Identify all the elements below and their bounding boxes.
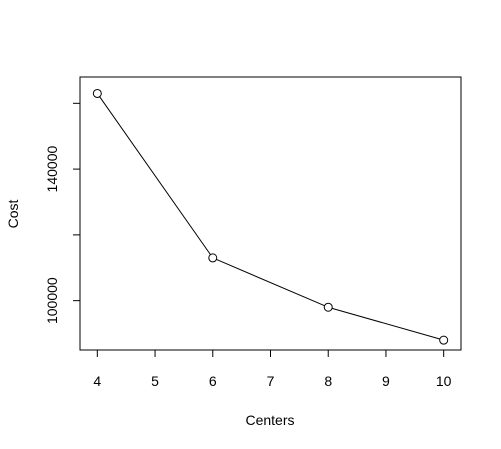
x-tick-label: 6 — [209, 373, 217, 389]
x-axis: 4 5 6 7 8 9 10 — [93, 349, 452, 389]
x-tick-label: 8 — [324, 373, 332, 389]
x-tick-label: 4 — [93, 373, 101, 389]
series-segment — [331, 307, 440, 340]
series-points-group — [92, 88, 449, 345]
x-tick-label: 5 — [151, 373, 159, 389]
data-point — [92, 88, 102, 98]
x-tick-label: 10 — [436, 373, 452, 389]
data-point — [439, 335, 449, 345]
y-axis-label: Cost — [5, 200, 21, 229]
y-tick-label: 100000 — [44, 277, 60, 324]
data-point — [208, 253, 218, 263]
x-axis-label: Centers — [245, 412, 294, 428]
series-segment — [216, 259, 325, 307]
series-segment — [99, 96, 211, 255]
y-tick-label: 140000 — [44, 146, 60, 193]
x-tick-label: 7 — [267, 373, 275, 389]
plot-frame — [79, 76, 462, 351]
x-tick-label: 9 — [382, 373, 390, 389]
y-axis: 100000 140000 — [44, 102, 81, 324]
series-line-group — [99, 96, 440, 340]
data-point — [323, 302, 333, 312]
